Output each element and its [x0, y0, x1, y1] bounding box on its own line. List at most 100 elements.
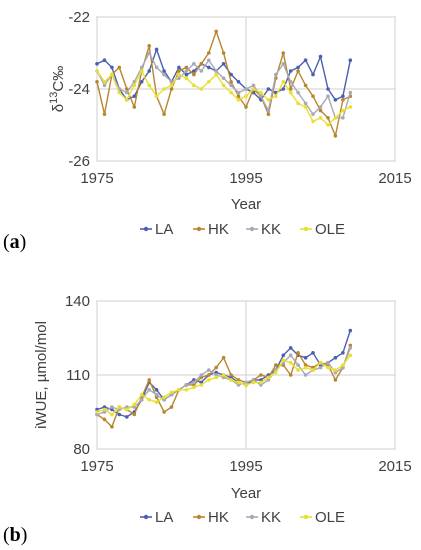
chart-a-series-la-point: [221, 62, 226, 66]
chart-b-series-ole-point: [125, 407, 129, 412]
chart-a-series-kk-point: [221, 76, 226, 80]
chart-a-series-la-point: [266, 87, 271, 91]
chart-a-series-la-point: [154, 47, 159, 52]
chart-b-series-ole-point: [266, 375, 271, 380]
chart-b-series-hk-point: [207, 373, 211, 377]
chart-a-series-ole-point: [95, 69, 99, 73]
chart-a-series-hk-point: [296, 69, 300, 73]
chart-b-series-ole-point: [139, 392, 144, 397]
chart-b-series-ole-point: [147, 397, 151, 402]
chart-b-series-hk-point: [333, 378, 338, 382]
chart-b-legend-kk-label: KK: [261, 509, 281, 526]
chart-a-y-tick-label: -24: [68, 81, 90, 98]
chart-a-series-kk-point: [274, 72, 278, 77]
chart-a-y-ticks: -22 -24 -26: [68, 9, 90, 170]
chart-b-series-hk-point: [229, 373, 233, 377]
chart-b-series-ole-point: [296, 368, 300, 372]
chart-b: 140 110 80 1975 1995 2015 Year iWUE, µmol/mo…: [3, 293, 412, 546]
chart-a-series-hk-point: [177, 69, 181, 73]
chart-a-series-hk-point: [341, 98, 345, 102]
chart-b-series-ole-point: [311, 368, 315, 372]
chart-a-series-hk-point: [303, 83, 308, 88]
chart-a-series-hk-point: [95, 80, 99, 84]
chart-a-series-ole-point: [154, 94, 159, 98]
chart-a-legend-hk-label: HK: [208, 221, 229, 238]
chart-b-series-ole-point: [333, 368, 338, 372]
chart-b-legend-kk-marker: [249, 514, 255, 520]
chart-a-series-la-point: [341, 94, 345, 98]
chart-b-series-la-point: [95, 407, 99, 412]
chart-a-series-ole-point: [296, 101, 300, 106]
chart-a-series-ole-point: [229, 90, 233, 95]
chart-a-series-la-point: [110, 65, 114, 70]
chart-b-series-ole-point: [281, 358, 286, 363]
chart-a-series-la-point: [184, 72, 189, 77]
chart-a-series-ole-point: [139, 69, 144, 73]
chart-b-series-ole-point: [229, 378, 233, 382]
chart-a-series-kk-point: [236, 90, 241, 95]
chart-b-series-kk-point: [251, 378, 256, 382]
chart-b-grid: [96, 300, 396, 450]
chart-b-series-kk-point: [259, 383, 263, 387]
chart-a-series-ole-point: [184, 76, 189, 80]
chart-b-series-ole-point: [244, 383, 248, 387]
chart-b-series-la-point: [303, 355, 308, 360]
chart-b-y-ticks: 140 110 80: [65, 293, 90, 458]
chart-a-series-ole-point: [341, 108, 345, 113]
chart-a-series-la-point: [281, 87, 286, 91]
chart-b-series-hk-point: [102, 417, 107, 422]
chart-a-series-la-point: [229, 72, 233, 77]
chart-a-series-la-point: [348, 58, 353, 62]
chart-b-series-kk-point: [147, 388, 151, 392]
chart-a-series-ole-point: [117, 90, 122, 95]
chart-a-series-ole-point: [288, 90, 293, 95]
chart-b-series-la-point: [214, 370, 218, 375]
chart-b-legend-la-marker: [143, 514, 149, 520]
chart-a-legend-hk-marker: [196, 226, 202, 232]
chart-a-series-kk-point: [303, 101, 308, 106]
chart-b-series-hk-point: [132, 412, 137, 417]
chart-a-series-hk-point: [102, 112, 107, 116]
chart-a-series-ole-point: [326, 123, 330, 127]
chart-b-legend-la-label: LA: [155, 509, 173, 526]
chart-a-series-kk-point: [311, 112, 315, 116]
chart-b-series-kk-point: [214, 373, 218, 377]
chart-b-series-hk-point: [288, 373, 293, 377]
chart-a-series-hk-point: [169, 87, 174, 91]
chart-b-series-kk-point: [139, 397, 144, 402]
chart-a-series-la-point: [207, 65, 211, 70]
chart-a-series-hk-point: [214, 29, 218, 34]
chart-a-series-kk-point: [207, 58, 211, 62]
chart-b-series-ole-point: [303, 365, 308, 370]
chart-a-series-hk-point: [199, 62, 204, 66]
chart-a-legend-la-label: LA: [155, 221, 173, 238]
chart-b-series-hk-point: [110, 425, 114, 429]
chart-b-series-ole-point: [199, 383, 204, 387]
chart-a-series-hk-point: [333, 134, 338, 138]
chart-b-series-la-point: [288, 346, 293, 350]
chart-b-series-kk-point: [154, 392, 159, 397]
chart-b-series-la-point: [117, 412, 122, 417]
chart-a-legend-kk-marker: [249, 226, 255, 232]
chart-a-series-hk-point: [281, 51, 286, 55]
chart-b-x-tick-label: 2015: [378, 458, 411, 475]
chart-b-series-ole-point: [162, 395, 166, 400]
chart-a-series-la-point: [326, 87, 330, 91]
chart-a-legend-ole-label: OLE: [315, 221, 345, 238]
chart-a-y-tick-label: -22: [68, 9, 90, 26]
chart-a-series-kk-point: [154, 65, 159, 70]
chart-a-series-kk-point: [229, 83, 233, 88]
chart-b-series-ole-point: [214, 375, 218, 380]
chart-a-series-kk-point: [139, 65, 144, 70]
chart-b-series-kk-point: [244, 380, 248, 385]
chart-a-series-kk-point: [102, 83, 107, 88]
chart-a-series-hk-point: [132, 105, 137, 109]
chart-b-series-kk-point: [348, 346, 353, 350]
chart-b-series-la-point: [341, 351, 345, 355]
chart-a-series-kk-point: [169, 80, 174, 84]
chart-b-series-ole-point: [236, 380, 241, 385]
chart-a-x-ticks: 1975 1995 2015: [80, 170, 411, 187]
chart-a-series-kk-point: [281, 62, 286, 66]
chart-a-x-axis-label: Year: [231, 196, 261, 213]
chart-b-series-ole-point: [117, 405, 122, 409]
